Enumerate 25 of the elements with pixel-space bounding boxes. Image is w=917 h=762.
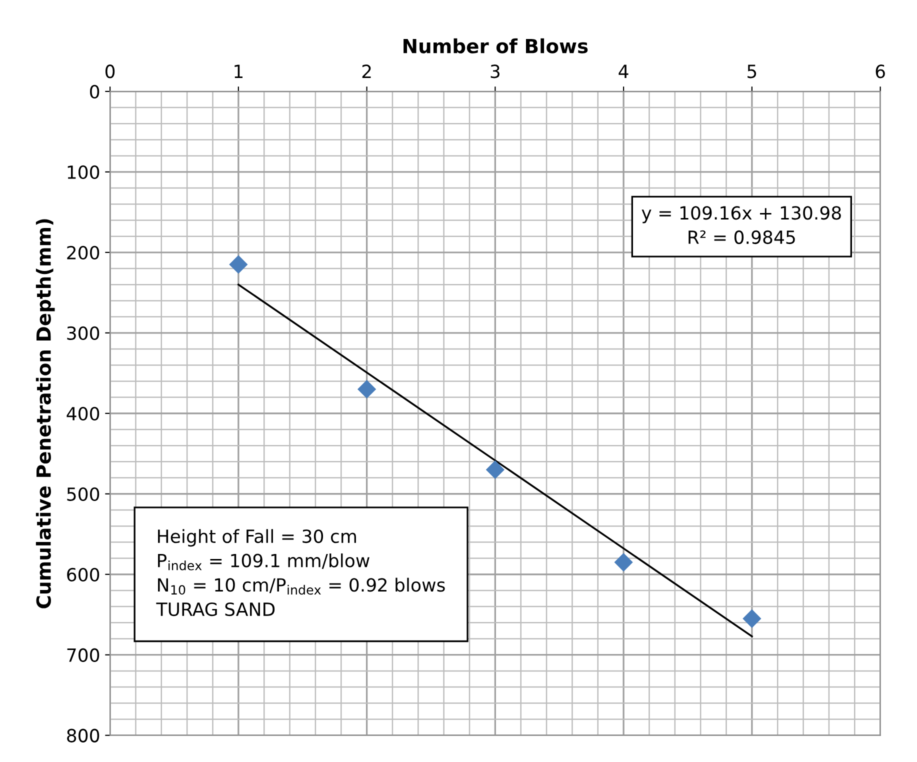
x-tick-label: 6	[876, 64, 885, 78]
y-tick-label: 400	[66, 406, 100, 420]
x-tick-label: 5	[748, 64, 756, 78]
y-tick-label: 300	[67, 326, 100, 340]
point	[614, 552, 633, 572]
x-tick-label: 1	[234, 64, 242, 78]
x-tick-label: 3	[490, 64, 500, 78]
y-tick-label: 100	[68, 165, 100, 180]
point	[229, 255, 248, 274]
y-tick-label: 200	[67, 246, 100, 260]
y-tick-label: 800	[67, 728, 100, 742]
x-tick-label: 0	[105, 64, 115, 78]
x-tick-label: 4	[618, 64, 628, 78]
text: Height of Fall = 30 cm P$_{index}$ = 109.1 mm/blow N$_{10}$ = 10 cm/P$_{index}$ = 0.92 blows TURAG SAND	[156, 529, 445, 616]
y-tick-label: 500	[67, 487, 100, 501]
point	[742, 609, 762, 628]
point	[357, 380, 376, 399]
y-axis-title: Cumulative Penetration Depth(mm)	[36, 219, 55, 608]
x-tick-label: 2	[362, 64, 371, 78]
annotation: y = 109.16x + 130.98 R² = 0.9845	[642, 206, 841, 244]
y-tick-label: 600	[67, 568, 100, 582]
point	[486, 460, 504, 480]
x-axis-title: Number of Blows	[404, 38, 588, 54]
y-tick-label: 0	[90, 84, 100, 99]
y-tick-label: 700	[67, 648, 100, 662]
